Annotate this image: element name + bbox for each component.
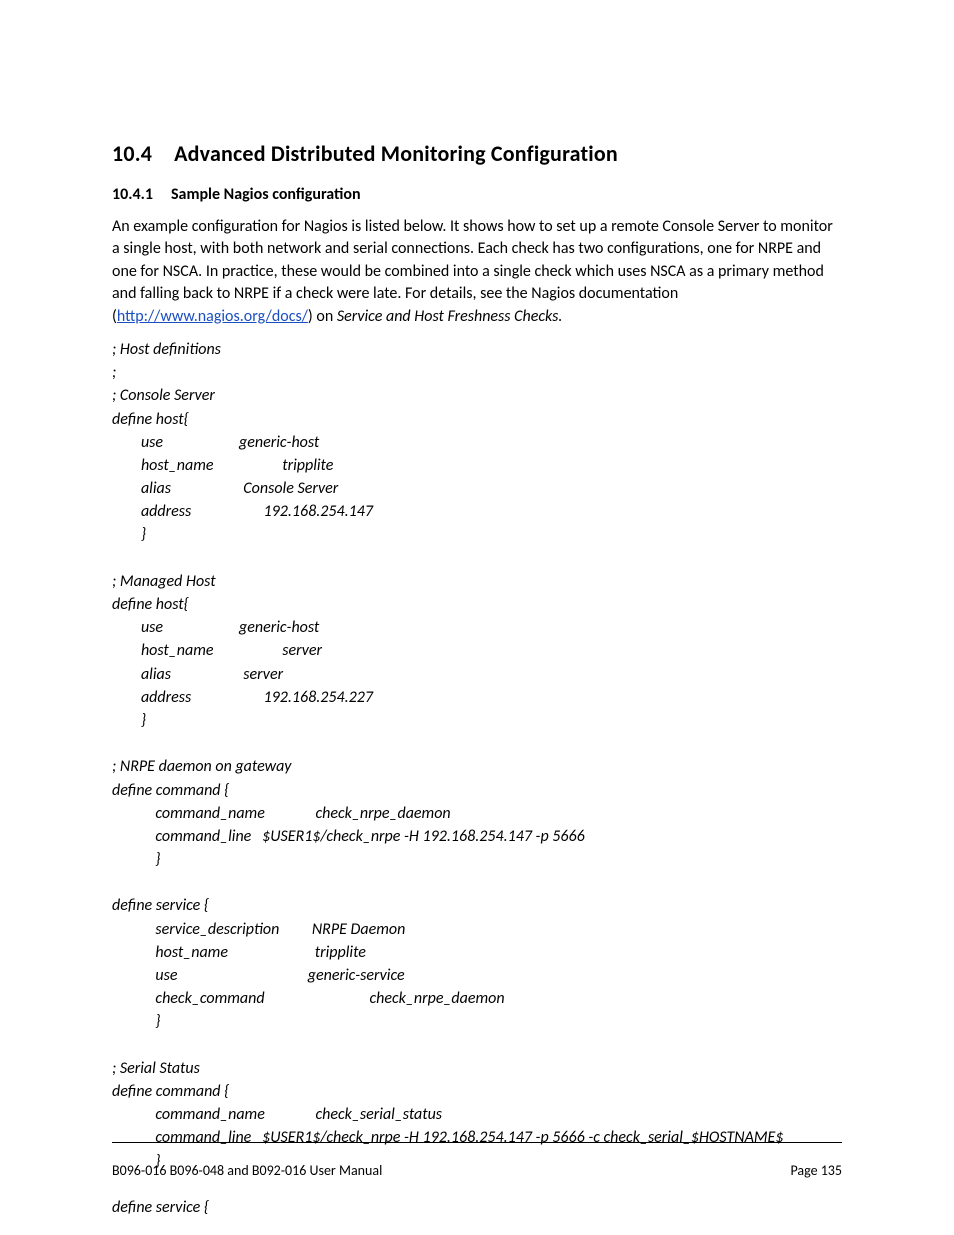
subsection-title: Sample Nagios configuration bbox=[171, 185, 361, 204]
section-number: 10.4 bbox=[112, 140, 152, 167]
para-italic-text: Service and Host Freshness Checks. bbox=[337, 307, 563, 326]
para-text-after-link: ) on bbox=[308, 307, 337, 326]
intro-paragraph: An example configuration for Nagios is l… bbox=[112, 216, 842, 328]
section-heading: 10.4 Advanced Distributed Monitoring Conf… bbox=[112, 140, 842, 167]
page-footer: B096-016 B096-048 and B092-016 User Manu… bbox=[112, 1162, 842, 1179]
nagios-docs-link[interactable]: http://www.nagios.org/docs/ bbox=[117, 307, 308, 326]
footer-rule bbox=[112, 1142, 842, 1143]
footer-right: Page 135 bbox=[790, 1162, 842, 1179]
subsection-number: 10.4.1 bbox=[112, 185, 153, 204]
footer-left: B096-016 B096-048 and B092-016 User Manu… bbox=[112, 1162, 382, 1179]
subsection-heading: 10.4.1 Sample Nagios configuration bbox=[112, 185, 842, 204]
section-title: Advanced Distributed Monitoring Configur… bbox=[174, 140, 618, 167]
nagios-config-block: ; Host definitions ; ; Console Server de… bbox=[112, 338, 842, 1219]
document-page: 10.4 Advanced Distributed Monitoring Conf… bbox=[0, 0, 954, 1235]
